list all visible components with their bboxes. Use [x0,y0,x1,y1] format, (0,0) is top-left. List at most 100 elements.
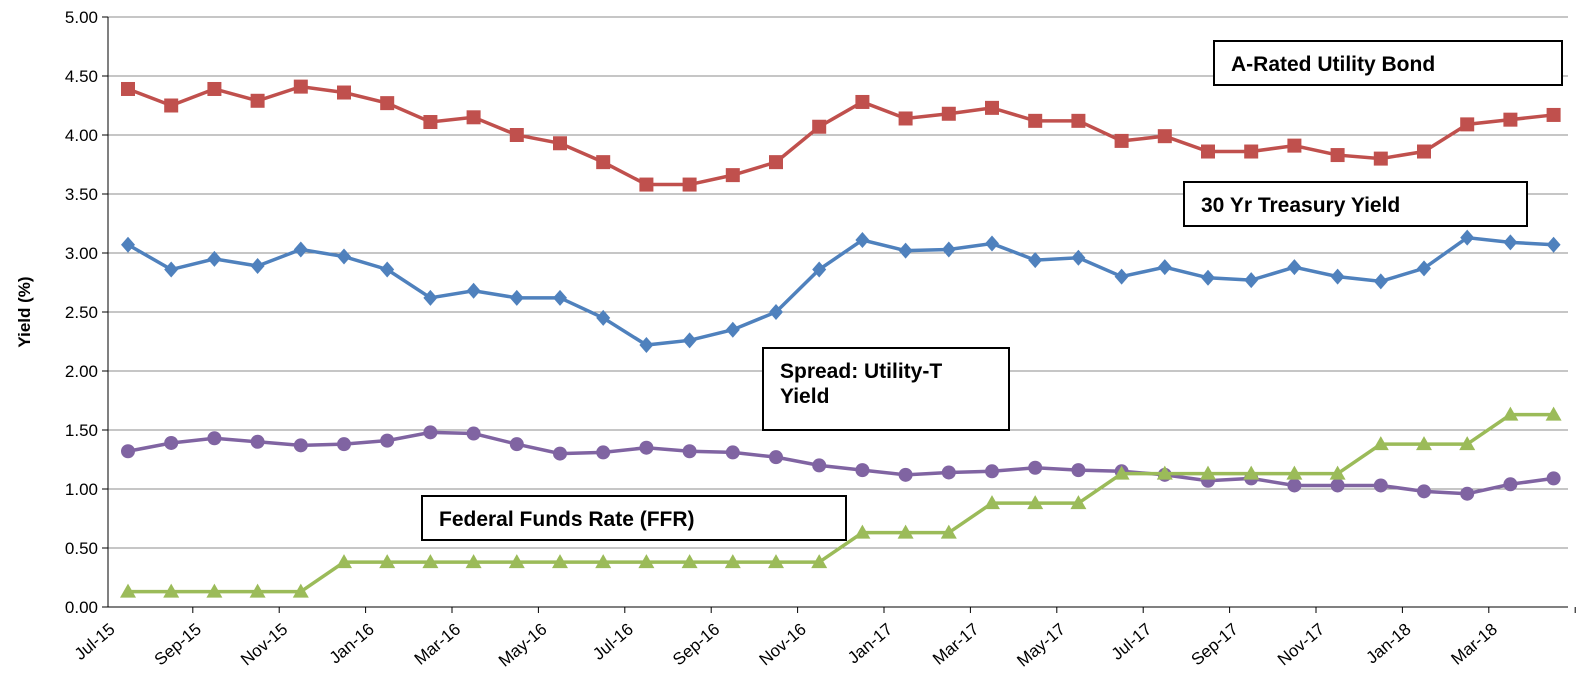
series-line [127,235,1554,347]
marker [1071,113,1086,128]
legend-label: Spread: Utility-T Yield [762,347,1010,431]
marker [337,437,351,452]
marker [812,261,827,278]
x-tick-label: Nov-16 [756,620,810,670]
x-tick-label: Nov-17 [1274,620,1328,670]
marker [769,450,783,465]
marker [682,177,697,192]
marker [553,289,567,306]
marker [1243,465,1260,480]
marker [1460,117,1475,132]
marker [769,304,783,320]
x-tick-label: May-17 [1013,620,1069,671]
marker [1201,144,1215,159]
marker [1373,151,1388,166]
legend-label: A-Rated Utility Bond [1213,40,1563,86]
x-tick-label: Sep-15 [151,620,205,670]
marker [1417,484,1431,499]
marker [1071,463,1086,478]
marker [553,446,567,461]
marker [380,433,395,448]
marker [1156,465,1173,480]
marker [423,425,438,440]
x-tick-label: Jul-16 [589,620,637,664]
x-tick-label: Jul-15 [71,620,119,664]
series-line [127,84,1554,187]
marker [812,119,827,134]
marker [1416,436,1432,451]
marker [1546,107,1561,122]
marker [1287,478,1302,493]
y-tick-label: 1.00 [65,480,98,499]
marker [855,94,870,109]
marker [293,438,308,453]
marker [1028,113,1043,128]
marker [1244,144,1259,159]
marker [1502,406,1519,421]
marker [466,282,481,299]
marker [292,583,309,598]
marker [855,463,870,478]
y-tick-label: 3.00 [65,244,98,263]
marker [596,309,611,326]
marker [1071,249,1086,266]
x-tick-label: Jan-16 [326,620,378,668]
marker [725,445,740,460]
marker [1503,112,1518,127]
marker [508,554,525,569]
marker [509,128,524,142]
marker [1460,229,1475,246]
marker [1330,268,1345,285]
marker [120,583,136,598]
marker [681,554,698,569]
marker [1503,234,1518,251]
x-tick-label: Jan-17 [844,620,896,668]
marker [1417,144,1431,159]
marker [336,554,352,569]
marker [1503,477,1518,492]
marker [250,93,265,108]
marker [898,111,913,126]
marker [380,96,395,111]
marker [293,241,308,258]
legend-label: Federal Funds Rate (FFR) [421,495,847,541]
marker [898,467,913,482]
x-tick-label: Mar-18 [1447,620,1500,669]
x-tick-label: Jan-18 [1363,620,1415,668]
marker [725,168,740,183]
marker [509,437,524,452]
x-tick-label: Mar-17 [929,620,982,669]
marker [206,583,223,598]
marker [1459,436,1476,451]
x-tick-label: Sep-16 [669,620,723,670]
marker [769,155,783,170]
marker [1546,471,1561,486]
y-tick-label: 1.50 [65,421,98,440]
x-tick-label: Jul-17 [1108,620,1156,664]
marker [941,241,956,258]
marker [1460,486,1475,501]
y-tick-label: 0.50 [65,539,98,558]
marker [465,554,482,569]
y-tick-label: 4.50 [65,67,98,86]
legend-label: 30 Yr Treasury Yield [1183,181,1528,227]
marker [638,554,655,569]
y-axis-label: Yield (%) [15,276,34,347]
marker [812,458,827,473]
x-tick-label: Sep-17 [1188,620,1242,670]
marker [1027,495,1044,510]
marker [207,81,222,96]
marker [985,235,999,252]
marker [1201,269,1215,286]
marker [596,155,611,170]
marker [380,261,395,278]
marker [466,110,481,125]
x-tick-label: Nov-15 [237,620,291,670]
marker [552,554,568,569]
marker [855,232,870,249]
marker [940,524,957,539]
marker [293,79,308,94]
y-tick-label: 2.50 [65,303,98,322]
marker [811,554,828,569]
